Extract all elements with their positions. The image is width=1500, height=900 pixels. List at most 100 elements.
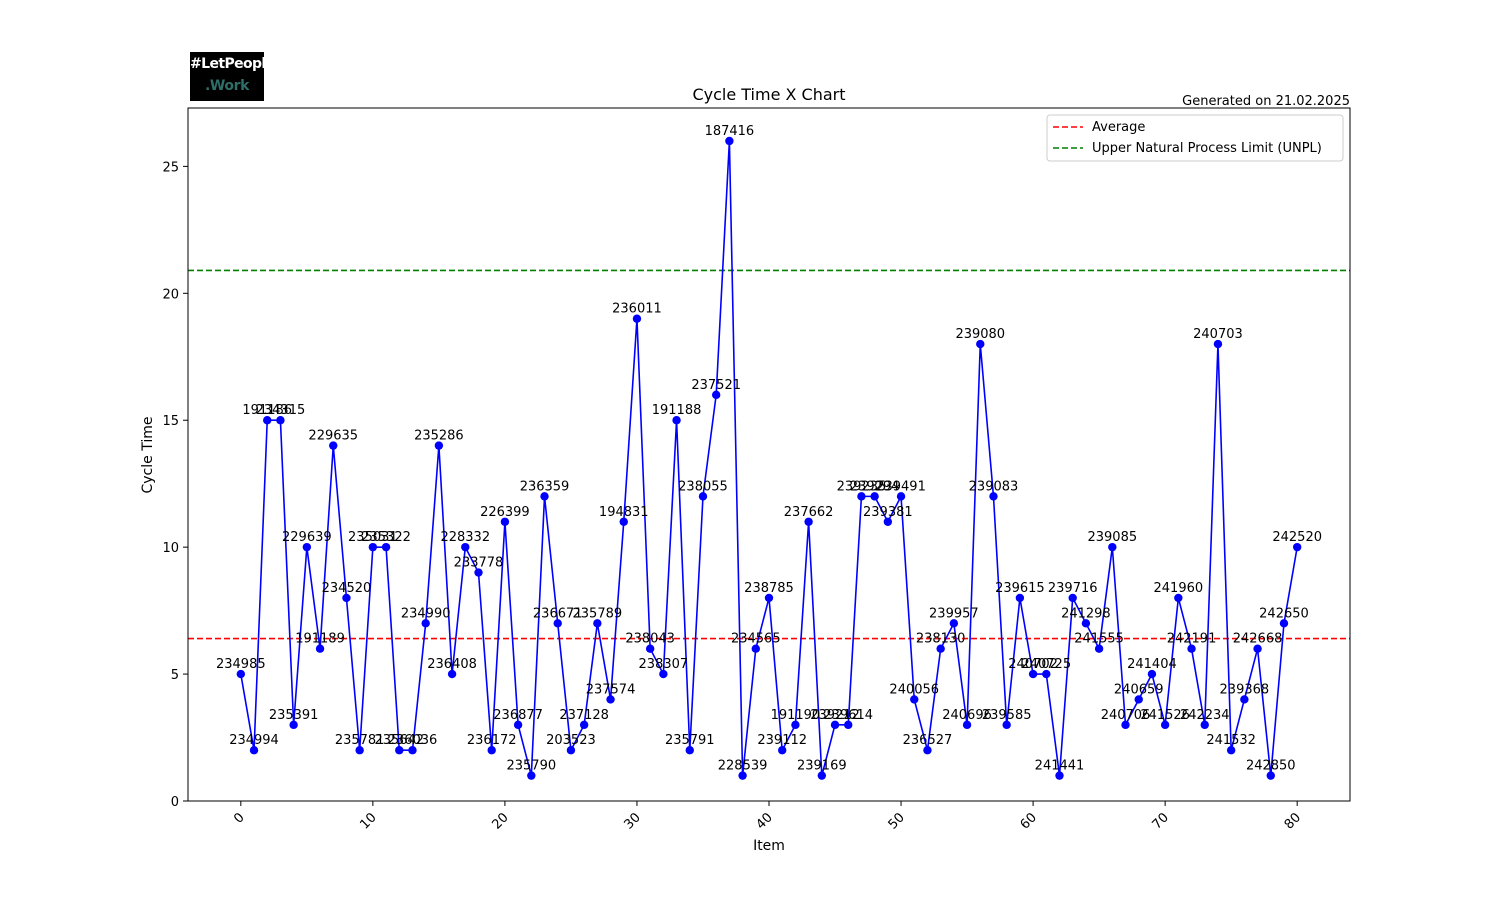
point-label: 240703 (1193, 327, 1243, 342)
legend-label: Average (1092, 120, 1145, 135)
data-point (1042, 669, 1051, 679)
point-label: 241526 (1140, 708, 1190, 723)
point-label: 236011 (612, 302, 662, 317)
data-point (989, 492, 998, 501)
data-point (447, 669, 457, 679)
point-label: 228332 (440, 530, 490, 545)
point-label: 238307 (639, 657, 689, 672)
x-tick-label: 40 (754, 810, 776, 832)
letpeople-logo: #LetPeople .Work (190, 52, 275, 101)
data-point (659, 669, 668, 679)
x-axis-label: Item (753, 838, 785, 854)
x-tick-label: 70 (1150, 810, 1172, 832)
data-point (408, 746, 417, 755)
point-label: 191188 (652, 403, 702, 418)
data-point (276, 416, 285, 425)
point-label: 240056 (889, 682, 939, 697)
data-point (342, 593, 351, 603)
point-label: 239491 (876, 479, 926, 494)
data-point (355, 746, 364, 755)
data-point (302, 542, 312, 552)
point-label: 242668 (1233, 632, 1283, 647)
point-label: 235781 (335, 733, 385, 748)
point-label: 241441 (1035, 759, 1085, 774)
data-point (685, 746, 694, 755)
point-label: 234565 (731, 632, 781, 647)
data-point (844, 720, 853, 730)
point-label: 242650 (1259, 606, 1309, 621)
reference-lines (188, 269, 1350, 640)
y-tick-label: 20 (162, 287, 179, 302)
y-tick-label: 10 (162, 541, 179, 556)
data-point (778, 746, 787, 755)
logo-line-2: .Work (204, 78, 250, 94)
x-tick-label: 80 (1282, 810, 1304, 832)
data-point (1108, 542, 1117, 552)
data-point (632, 314, 642, 323)
data-point (910, 695, 919, 704)
data-point (249, 746, 259, 755)
data-series (236, 136, 1302, 780)
data-point (1134, 695, 1143, 704)
point-label: 239294 (850, 479, 900, 494)
data-point (962, 720, 972, 730)
data-point (830, 720, 840, 730)
point-label: 235286 (414, 429, 464, 444)
point-label: 240725 (1021, 657, 1071, 672)
data-point (579, 720, 589, 730)
point-label: 241404 (1127, 657, 1177, 672)
point-label: 237574 (586, 682, 636, 697)
point-label: 235031 (348, 530, 398, 545)
point-label: 234990 (401, 606, 451, 621)
point-label: 242234 (1180, 708, 1230, 723)
point-label: 238130 (916, 632, 966, 647)
point-label: 237128 (559, 708, 609, 723)
point-label: 238785 (744, 581, 794, 596)
x-axis-ticks: 0 10 20 30 40 50 60 70 80 (231, 801, 1304, 833)
point-label: 239080 (955, 327, 1005, 342)
x-tick-label: 60 (1018, 810, 1040, 832)
point-label: 242850 (1246, 759, 1296, 774)
plot-frame (187, 107, 1351, 802)
data-point (434, 441, 444, 450)
data-point (711, 390, 721, 400)
point-label: 235789 (573, 606, 623, 621)
data-point (1226, 746, 1236, 755)
data-point (923, 746, 932, 755)
legend-label: Upper Natural Process Limit (UNPL) (1092, 141, 1322, 156)
data-point (725, 136, 734, 146)
point-label: 241960 (1154, 581, 1204, 596)
data-point (764, 593, 774, 603)
data-point (566, 746, 576, 755)
point-label: 237521 (691, 378, 741, 393)
point-label: 237662 (784, 505, 834, 520)
point-label: 191189 (295, 632, 345, 647)
legend-box (1046, 114, 1344, 162)
point-label: 239235 (837, 479, 887, 494)
data-point (1015, 593, 1025, 603)
data-point (263, 416, 272, 425)
data-point (1068, 593, 1077, 603)
data-point (1147, 669, 1157, 679)
data-point (540, 492, 549, 501)
point-label: 239368 (1220, 682, 1270, 697)
data-point (381, 542, 391, 552)
point-label: 226399 (480, 505, 530, 520)
data-point (236, 669, 246, 679)
chart-title: Cycle Time X Chart (692, 85, 845, 104)
point-label: 236527 (903, 733, 953, 748)
point-label: 234985 (216, 657, 266, 672)
point-label: 242191 (1167, 632, 1217, 647)
point-label: 239112 (757, 733, 807, 748)
data-point (645, 644, 655, 653)
point-label: 240696 (942, 708, 992, 723)
y-tick-label: 15 (162, 414, 179, 429)
point-label: 236408 (427, 657, 477, 672)
y-tick-label: 25 (162, 160, 179, 175)
data-point (896, 492, 906, 501)
y-tick-label: 5 (171, 668, 179, 683)
data-point (289, 720, 298, 730)
data-point (1028, 669, 1038, 679)
data-point (395, 746, 404, 755)
